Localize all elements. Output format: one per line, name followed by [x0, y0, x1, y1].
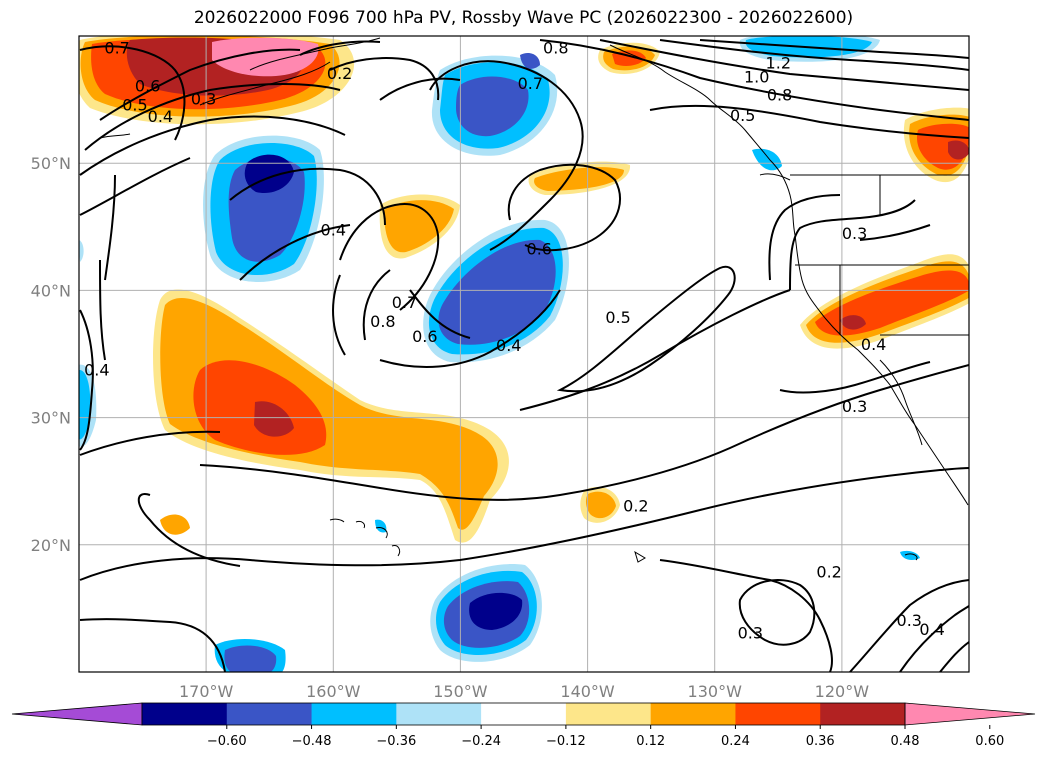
contour-label: 0.4: [861, 335, 886, 354]
contour-label: 0.6: [412, 327, 437, 346]
map-title: 2026022000 F096 700 hPa PV, Rossby Wave …: [193, 8, 854, 28]
shading-layer: 0.70.60.50.40.30.20.80.71.21.00.80.50.40…: [79, 36, 969, 672]
longitude-label: 120°W: [815, 682, 870, 701]
positive-pv-anomaly-east: [800, 107, 969, 349]
contour-label: 0.3: [897, 611, 922, 630]
colorbar-tick-label: 0.24: [721, 734, 750, 749]
colorbar-segment: [650, 703, 736, 725]
colorbar-segment: [820, 703, 906, 725]
latitude-label: 40°N: [31, 281, 71, 300]
colorbar-tick-label: −0.48: [292, 734, 332, 749]
contour-label: 0.6: [527, 239, 552, 258]
colorbar-tick-label: 0.60: [975, 734, 1004, 749]
map-frame: [78, 35, 970, 673]
longitude-labels: 170°W 160°W 150°W 140°W 130°W 120°W: [179, 682, 869, 701]
contour-label: 0.7: [518, 74, 543, 93]
colorbar-tick-label: −0.24: [461, 734, 501, 749]
graticule: [79, 36, 969, 672]
colorbar-outline: [141, 702, 906, 726]
contour-label: 1.0: [744, 68, 769, 87]
contour-label: 0.4: [919, 620, 944, 639]
colorbar-extend-high: [904, 702, 1036, 726]
contour-label: 0.5: [122, 96, 147, 115]
colorbar: [11, 702, 1036, 726]
negative-pv-anomaly-center: [423, 53, 569, 363]
pv-contours: [79, 39, 969, 672]
colorbar-segment: [311, 703, 397, 725]
contour-label: 0.3: [842, 397, 867, 416]
longitude-label: 160°W: [306, 682, 361, 701]
contour-label: 0.5: [605, 308, 630, 327]
colorbar-tick-label: 0.12: [636, 734, 665, 749]
contour-label: 0.8: [370, 312, 395, 331]
longitude-label: 170°W: [179, 682, 234, 701]
contour-label: 0.2: [623, 496, 648, 515]
contour-label: 0.4: [496, 336, 521, 355]
colorbar-tick-label: −0.12: [546, 734, 586, 749]
contour-label: 0.4: [84, 360, 109, 379]
colorbar-segment: [226, 703, 313, 725]
contour-label: 0.8: [543, 38, 568, 57]
contour-label: 0.2: [327, 64, 352, 83]
negative-pv-anomaly-nw: [203, 135, 324, 282]
latitude-label: 20°N: [31, 536, 71, 555]
latitude-labels: 20°N 30°N 40°N 50°N: [31, 154, 71, 555]
colorbar-tick-label: 0.36: [806, 734, 835, 749]
latitude-label: 50°N: [31, 154, 71, 173]
colorbar-tick-label: −0.36: [376, 734, 416, 749]
contour-label: 0.3: [191, 89, 216, 108]
contour-label: 0.7: [392, 293, 417, 312]
colorbar-tick-label: 0.48: [891, 734, 920, 749]
positive-pv-anomaly-central: [153, 42, 660, 543]
colorbar-tick-label: −0.60: [207, 734, 247, 749]
longitude-label: 150°W: [433, 682, 488, 701]
longitude-label: 130°W: [688, 682, 743, 701]
contour-label: 0.8: [767, 86, 792, 105]
coastlines: [99, 37, 969, 563]
contour-label: 0.7: [104, 38, 129, 57]
latitude-label: 30°N: [31, 409, 71, 428]
contour-label: 0.4: [148, 107, 173, 126]
contour-label: 0.3: [738, 624, 763, 643]
contour-label: 1.2: [766, 54, 791, 73]
contour-labels: 0.70.60.50.40.30.20.80.71.21.00.80.50.40…: [84, 38, 945, 643]
longitude-label: 140°W: [560, 682, 615, 701]
contour-label: 0.6: [135, 77, 160, 96]
colorbar-segment: [481, 703, 567, 725]
colorbar-tick-labels: −0.60 −0.48 −0.36 −0.24 −0.12 0.12 0.24 0.36 0.4…: [207, 725, 1004, 749]
contour-label: 0.4: [321, 220, 346, 239]
contour-label: 0.3: [842, 224, 867, 243]
colorbar-segment: [396, 703, 482, 725]
colorbar-segment: [142, 703, 228, 725]
colorbar-segment: [565, 703, 652, 725]
contour-label: 0.5: [730, 106, 755, 125]
contour-label: 0.2: [816, 563, 841, 582]
colorbar-segment: [735, 703, 821, 725]
colorbar-extend-low: [11, 702, 143, 726]
